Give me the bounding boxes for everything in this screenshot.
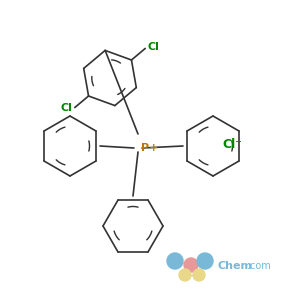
Text: P+: P+ <box>141 143 158 153</box>
Circle shape <box>193 269 205 281</box>
Text: Chem: Chem <box>217 261 252 271</box>
Circle shape <box>184 258 198 272</box>
Circle shape <box>179 269 191 281</box>
Text: .com: .com <box>247 261 271 271</box>
Text: Cl: Cl <box>61 103 73 112</box>
Text: Cl⁻: Cl⁻ <box>222 139 242 152</box>
Circle shape <box>167 253 183 269</box>
Circle shape <box>197 253 213 269</box>
Text: Cl: Cl <box>147 42 159 52</box>
